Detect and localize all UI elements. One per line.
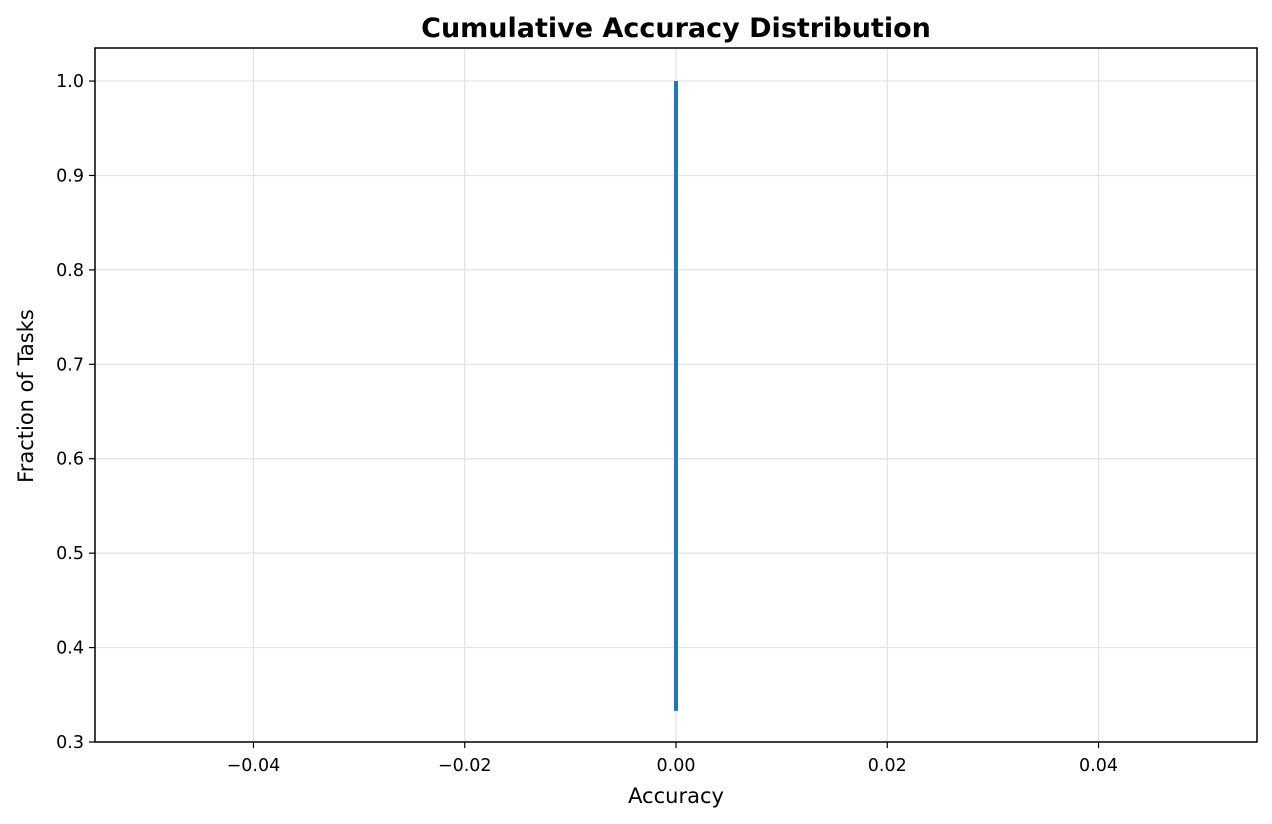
x-tick-label: −0.02 <box>438 756 492 776</box>
y-tick-label: 0.6 <box>56 450 84 470</box>
y-tick-label: 0.9 <box>56 166 84 186</box>
y-tick-label: 0.8 <box>56 261 84 281</box>
y-axis-label: Fraction of Tasks <box>14 309 38 483</box>
tick-layer: −0.04 −0.02 0.00 0.02 0.04 0.3 0.4 0.5 0.6 0.7 0.8… <box>56 72 1118 776</box>
x-tick-label: −0.04 <box>227 756 281 776</box>
x-axis-label: Accuracy <box>628 784 724 808</box>
y-tick-label: 1.0 <box>56 72 84 92</box>
y-tick-label: 0.7 <box>56 355 84 375</box>
x-tick-label: 0.04 <box>1079 756 1118 776</box>
y-tick-label: 0.5 <box>56 544 84 564</box>
y-tick-label: 0.4 <box>56 639 84 659</box>
chart-title: Cumulative Accuracy Distribution <box>421 13 931 44</box>
x-tick-label: 0.02 <box>868 756 907 776</box>
y-tick-label: 0.3 <box>56 733 84 753</box>
x-tick-label: 0.00 <box>657 756 696 776</box>
